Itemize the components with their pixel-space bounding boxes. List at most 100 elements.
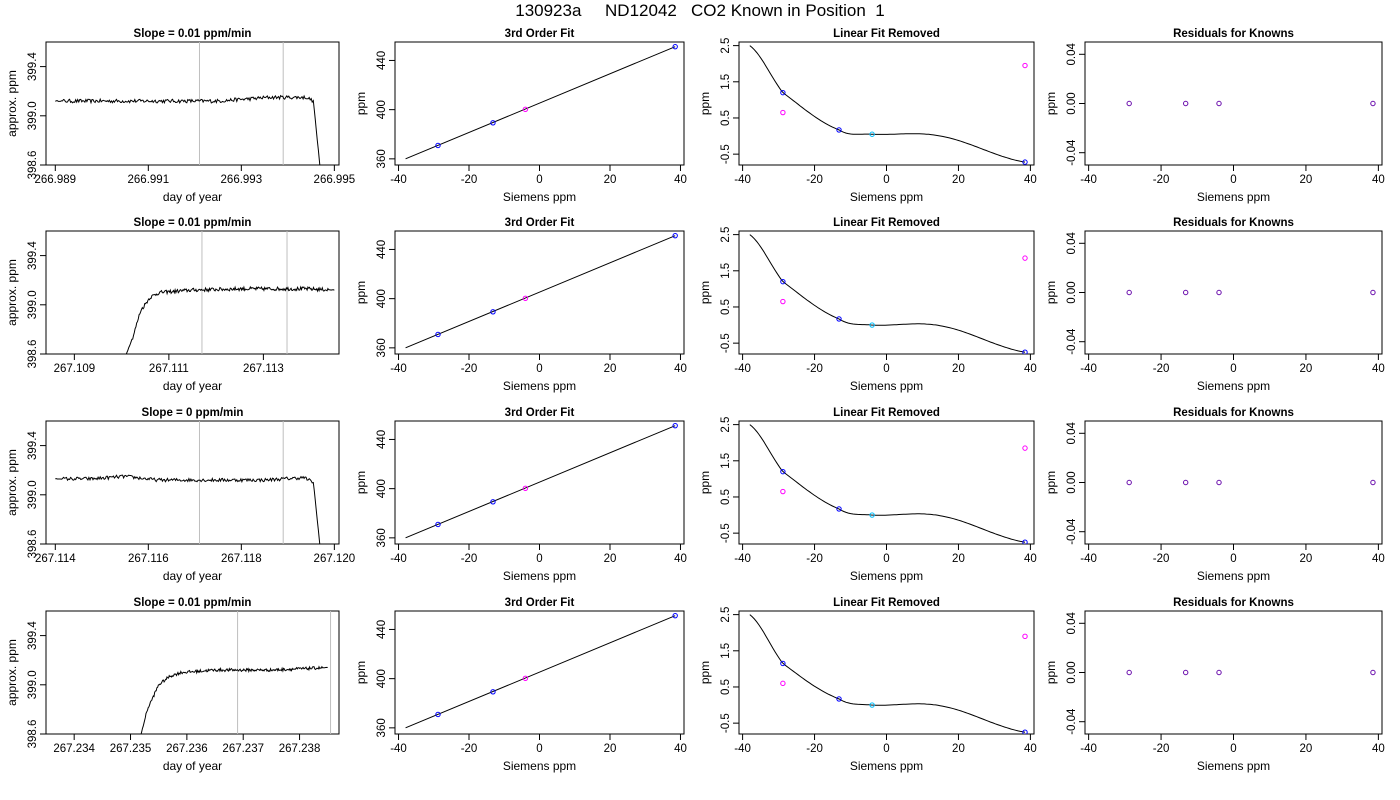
fit-curve (749, 45, 1026, 163)
data-point (1022, 349, 1028, 354)
x-tick-label: -40 (1080, 174, 1097, 186)
y-axis-label: ppm (698, 661, 712, 684)
x-axis-label: Siemens ppm (1197, 190, 1270, 204)
series-line (55, 474, 321, 544)
panel: Residuals for Knowns -40 -20 0 20 40 -0.04 0.00… (1044, 28, 1385, 204)
x-axis-label: Siemens ppm (503, 190, 576, 204)
x-axis-label: Siemens ppm (1197, 379, 1270, 393)
y-axis-label: ppm (1044, 281, 1058, 304)
y-tick-label: 0.04 (1066, 422, 1078, 445)
y-tick-label: 1.5 (720, 453, 732, 469)
plot-area (749, 45, 1028, 165)
x-tick-label: 266.993 (221, 174, 263, 186)
data-point (1022, 62, 1028, 69)
x-tick-label: 40 (1372, 174, 1385, 186)
data-point (1022, 445, 1028, 451)
y-tick-label: -0.5 (720, 713, 732, 733)
x-tick-label: 0 (1230, 363, 1236, 375)
x-tick-label: 20 (952, 363, 965, 375)
x-tick-label: -40 (390, 553, 407, 565)
x-tick-label: 20 (1300, 743, 1313, 755)
data-point (490, 120, 496, 126)
data-point (869, 322, 875, 328)
x-tick-label: 20 (952, 553, 965, 565)
y-tick-label: 399.0 (27, 480, 39, 509)
x-tick-label: 20 (604, 363, 617, 375)
plot-area (749, 234, 1028, 354)
plot-frame (1084, 41, 1383, 166)
x-axis-label: day of year (163, 190, 222, 204)
plot-frame (1084, 610, 1383, 735)
x-tick-label: 40 (1024, 174, 1037, 186)
data-point (1216, 289, 1222, 296)
data-point (1022, 729, 1028, 734)
panel: 3rd Order Fit -40 -20 0 20 40 360 400 440 Siemens… (354, 597, 687, 773)
plot-area (749, 424, 1028, 544)
x-axis-label: Siemens ppm (850, 190, 923, 204)
panel: Slope = 0.01 ppm/min 267.109 267.111 267.11… (5, 217, 340, 393)
x-tick-label: 0 (883, 553, 889, 565)
plot-area (55, 42, 321, 165)
y-tick-label: 2.5 (720, 38, 732, 54)
data-point (1182, 289, 1189, 296)
data-point (1126, 289, 1132, 296)
panel: Linear Fit Removed -40 -20 0 20 40 -0.5 0.5 1.5 2… (698, 407, 1037, 583)
panel-title: Residuals for Knowns (1173, 217, 1294, 229)
x-tick-label: 0 (536, 174, 542, 186)
x-tick-label: 267.235 (110, 743, 152, 755)
x-axis-label: Siemens ppm (1197, 759, 1270, 773)
x-tick-label: 267.234 (53, 743, 95, 755)
series-line (140, 665, 328, 734)
y-tick-label: 1.5 (720, 643, 732, 659)
x-tick-label: 20 (604, 743, 617, 755)
plot-area (1126, 100, 1376, 107)
fit-curve (749, 614, 1026, 733)
y-tick-label: 1.5 (720, 74, 732, 90)
panel: Linear Fit Removed -40 -20 0 20 40 -0.5 0.5 1.5 2… (698, 597, 1037, 773)
x-tick-label: -40 (734, 553, 751, 565)
x-tick-label: -20 (806, 743, 823, 755)
y-tick-label: 400 (376, 289, 388, 308)
panel: Residuals for Knowns -40 -20 0 20 40 -0.04 0.00… (1044, 217, 1385, 393)
y-axis-label: ppm (1044, 471, 1058, 494)
x-tick-label: 0 (1230, 743, 1236, 755)
fit-line (405, 235, 676, 349)
x-tick-label: 0 (536, 743, 542, 755)
panel: Linear Fit Removed -40 -20 0 20 40 -0.5 0.5 1.5 2… (698, 217, 1037, 393)
data-point (780, 298, 786, 305)
x-tick-label: -20 (461, 363, 478, 375)
panel-title: 3rd Order Fit (505, 28, 575, 40)
x-tick-label: -20 (1153, 174, 1170, 186)
y-axis-label: ppm (354, 92, 368, 115)
panel: Slope = 0.01 ppm/min 267.234 267.235 267.23… (5, 597, 340, 773)
panel-title: 3rd Order Fit (505, 597, 575, 609)
x-tick-label: 0 (883, 363, 889, 375)
y-tick-label: 398.6 (27, 340, 39, 369)
x-tick-label: 266.989 (35, 174, 77, 186)
data-point (869, 131, 875, 137)
plot-area (1126, 289, 1376, 296)
panel-title: Slope = 0 ppm/min (142, 407, 244, 419)
y-axis-label: approx. ppm (5, 639, 19, 706)
x-tick-label: 40 (674, 743, 687, 755)
data-point (836, 696, 842, 702)
x-tick-label: 20 (1300, 363, 1313, 375)
x-tick-label: 20 (604, 553, 617, 565)
panel-title: Slope = 0.01 ppm/min (134, 597, 252, 609)
y-tick-label: 2.5 (720, 607, 732, 623)
x-tick-label: 40 (674, 174, 687, 186)
data-point (869, 702, 875, 708)
y-axis-label: approx. ppm (5, 70, 19, 137)
x-tick-label: 40 (674, 553, 687, 565)
x-tick-label: 40 (1024, 363, 1037, 375)
data-point (435, 331, 441, 338)
plot-area (405, 43, 678, 160)
data-point (1182, 669, 1189, 676)
y-axis-label: ppm (1044, 661, 1058, 684)
plot-frame (738, 41, 1035, 166)
data-point (1022, 255, 1028, 261)
x-tick-label: 40 (1372, 553, 1385, 565)
y-tick-label: 398.6 (27, 151, 39, 180)
x-tick-label: 267.111 (149, 363, 189, 375)
data-point (1022, 159, 1028, 165)
